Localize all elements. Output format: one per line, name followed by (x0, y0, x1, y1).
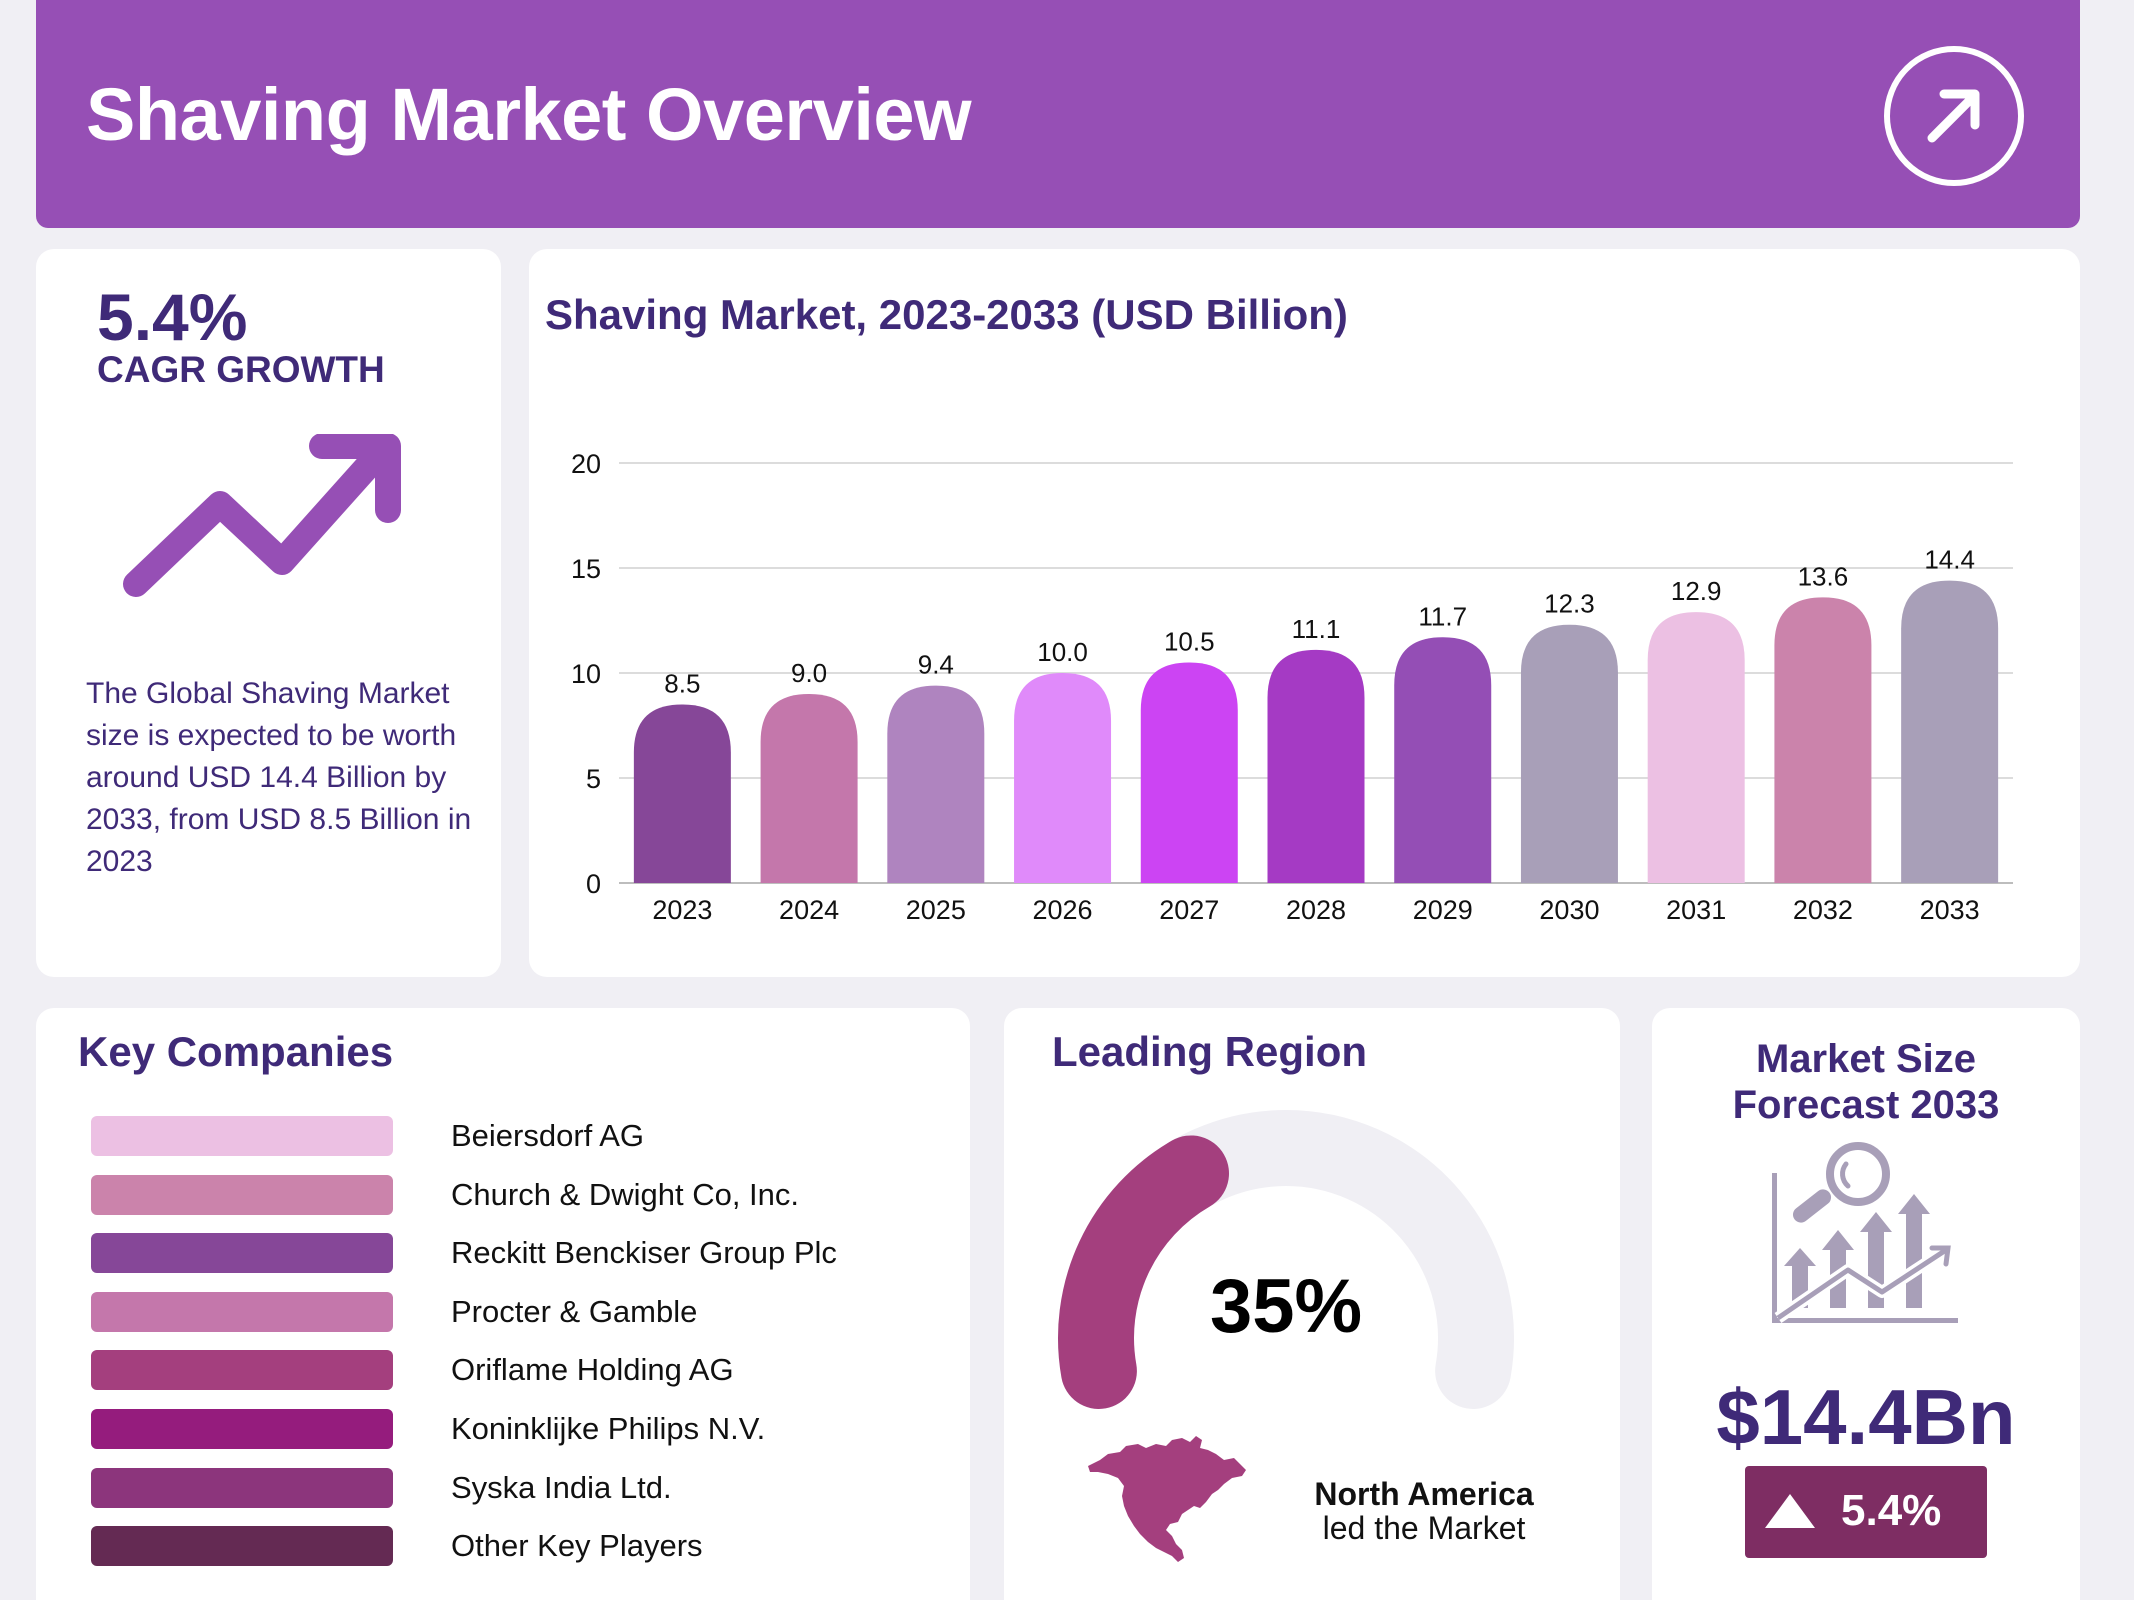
company-name: Oriflame Holding AG (451, 1352, 734, 1388)
y-tick-label: 20 (571, 449, 601, 479)
company-list-item: Procter & Gamble (91, 1291, 911, 1332)
bar-chart: 0 5 10 15 20 8.5 2023 9.0 2024 9.4 2025 10.0 2026 10.… (571, 449, 2013, 925)
bar-value-label: 11.1 (1292, 614, 1341, 644)
company-color-swatch (91, 1467, 393, 1508)
forecast-value: $14.4Bn (1716, 1373, 2016, 1461)
company-name: Koninklijke Philips N.V. (451, 1411, 766, 1446)
growth-badge: 5.4% (1745, 1466, 1987, 1558)
forecast-title-line1: Market Size (1755, 1037, 1977, 1081)
triangle-up-icon (1765, 1494, 1815, 1528)
company-list-item: Koninklijke Philips N.V. (91, 1409, 911, 1449)
forecast-title: Market Size Forecast 2033 (1652, 1036, 2080, 1128)
company-list-item: Syska India Ltd. (91, 1467, 911, 1508)
bar-2028 (1267, 649, 1365, 883)
x-tick-label: 2033 (1920, 895, 1980, 925)
company-color-swatch (91, 1350, 393, 1391)
north-america-map-icon (1088, 1436, 1246, 1562)
cagr-value: 5.4% (97, 280, 248, 354)
bar-2033 (1901, 580, 1999, 883)
x-tick-label: 2030 (1539, 895, 1599, 925)
x-tick-label: 2025 (906, 895, 966, 925)
bar-2023 (633, 704, 731, 883)
company-color-swatch (91, 1233, 393, 1274)
bar-value-label: 12.9 (1671, 576, 1722, 606)
bar-2029 (1394, 637, 1492, 883)
page-title: Shaving Market Overview (86, 73, 972, 156)
cagr-card: 5.4% CAGR GROWTH The Global Shaving Mark… (36, 249, 501, 977)
x-tick-label: 2024 (779, 895, 839, 925)
company-list-item: Other Key Players (91, 1526, 911, 1567)
company-name: Church & Dwight Co, Inc. (451, 1176, 800, 1212)
company-list-item: Oriflame Holding AG (91, 1350, 911, 1391)
growth-analysis-chart-icon (1772, 1142, 1958, 1323)
cagr-label: CAGR GROWTH (97, 349, 385, 390)
bar-2027 (1140, 662, 1238, 883)
bar-2031 (1647, 612, 1745, 883)
trend-up-arrow-icon (123, 434, 401, 597)
company-name: Reckitt Benckiser Group Plc (451, 1235, 837, 1271)
company-list-item: Reckitt Benckiser Group Plc (91, 1233, 911, 1274)
bar-value-label: 9.0 (791, 658, 827, 688)
company-name: Other Key Players (451, 1528, 703, 1564)
bar-value-label: 12.3 (1544, 589, 1595, 619)
company-list-item: Church & Dwight Co, Inc. (91, 1174, 911, 1215)
x-tick-label: 2029 (1413, 895, 1473, 925)
company-name: Procter & Gamble (451, 1293, 698, 1329)
x-tick-label: 2032 (1793, 895, 1853, 925)
key-companies-title: Key Companies (78, 1028, 394, 1075)
company-color-swatch (91, 1409, 393, 1449)
bar-value-label: 10.5 (1164, 627, 1215, 657)
bar-value-label: 11.7 (1418, 601, 1467, 631)
gauge-fill (1058, 1135, 1229, 1409)
x-tick-label: 2023 (652, 895, 712, 925)
x-tick-label: 2026 (1033, 895, 1093, 925)
region-name: North America (1314, 1476, 1534, 1512)
bar-value-label: 9.4 (918, 650, 954, 680)
bar-2032 (1774, 597, 1872, 883)
arrow-up-right-circle-icon[interactable] (1882, 44, 2026, 188)
header-banner: Shaving Market Overview (36, 0, 2080, 228)
bar-2024 (760, 694, 858, 883)
region-subtitle: led the Market (1322, 1510, 1526, 1546)
chart-title: Shaving Market, 2023-2033 (USD Billion) (545, 291, 1348, 338)
y-tick-label: 15 (571, 554, 601, 584)
bar-value-label: 8.5 (664, 669, 700, 699)
region-share-gauge (1058, 1110, 1514, 1409)
forecast-title-line2: Forecast 2033 (1732, 1083, 2000, 1127)
x-tick-label: 2028 (1286, 895, 1346, 925)
company-list-item: Beiersdorf AG (91, 1116, 911, 1156)
company-name: Syska India Ltd. (451, 1469, 672, 1505)
market-chart-card: Shaving Market, 2023-2033 (USD Billion) … (529, 249, 2080, 977)
bar-value-label: 10.0 (1037, 637, 1088, 667)
company-color-swatch (91, 1116, 393, 1156)
region-share-value: 35% (1209, 1264, 1363, 1349)
x-tick-label: 2031 (1666, 895, 1726, 925)
company-color-swatch (91, 1526, 393, 1567)
market-size-forecast-card: Market Size Forecast 2033 $14.4Bn 5.4% (1652, 1008, 2080, 1600)
bar-2030 (1520, 624, 1618, 883)
leading-region-card: Leading Region 35% North America led the… (1004, 1008, 1620, 1600)
bar-2026 (1014, 673, 1112, 883)
bar-value-label: 14.4 (1924, 545, 1975, 575)
company-color-swatch (91, 1174, 393, 1215)
cagr-description: The Global Shaving Market size is expect… (86, 677, 472, 878)
growth-badge-text: 5.4% (1841, 1486, 1942, 1535)
x-tick-label: 2027 (1159, 895, 1219, 925)
y-tick-label: 10 (571, 659, 601, 689)
key-companies-card: Key Companies Beiersdorf AG Church & Dwig… (36, 1008, 970, 1600)
bar-value-label: 13.6 (1798, 561, 1849, 591)
y-tick-label: 5 (586, 764, 601, 794)
bar-2025 (887, 685, 985, 883)
y-tick-label: 0 (586, 869, 601, 899)
company-name: Beiersdorf AG (451, 1118, 644, 1153)
company-color-swatch (91, 1291, 393, 1332)
leading-region-title: Leading Region (1052, 1028, 1367, 1075)
